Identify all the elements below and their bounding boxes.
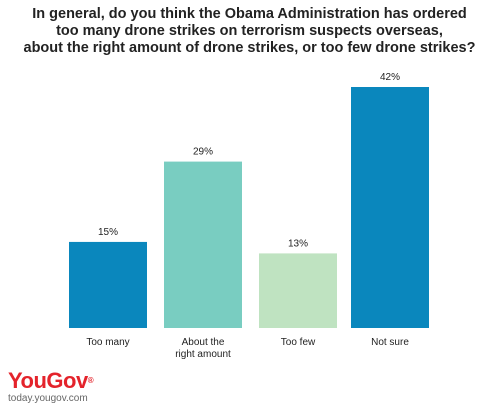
bar-0 [69, 241, 147, 328]
bar-1 [164, 161, 242, 328]
category-label-0-0: Too many [86, 337, 129, 348]
title-line-1: In general, do you think the Obama Admin… [32, 6, 467, 22]
value-label-1: 29% [193, 147, 213, 158]
category-label-2-0: Too few [281, 337, 316, 348]
category-label-3-0: Not sure [371, 337, 409, 348]
logo-text: YouGov [8, 368, 88, 393]
title-line-2: too many drone strikes on terrorism susp… [56, 23, 443, 39]
logo-url: today.yougov.com [8, 393, 88, 404]
chart-title: In general, do you think the Obama Admin… [10, 6, 489, 57]
category-label-1-1: right amount [175, 349, 231, 360]
value-label-2: 13% [288, 238, 308, 249]
bar-2 [259, 253, 337, 328]
value-label-3: 42% [380, 72, 400, 83]
title-line-3: about the right amount of drone strikes,… [23, 40, 476, 56]
bar-3 [351, 87, 429, 328]
value-label-0: 15% [98, 227, 118, 238]
category-label-1-0: About the [182, 337, 225, 348]
yougov-logo: YouGov® today.yougov.com [8, 368, 94, 405]
